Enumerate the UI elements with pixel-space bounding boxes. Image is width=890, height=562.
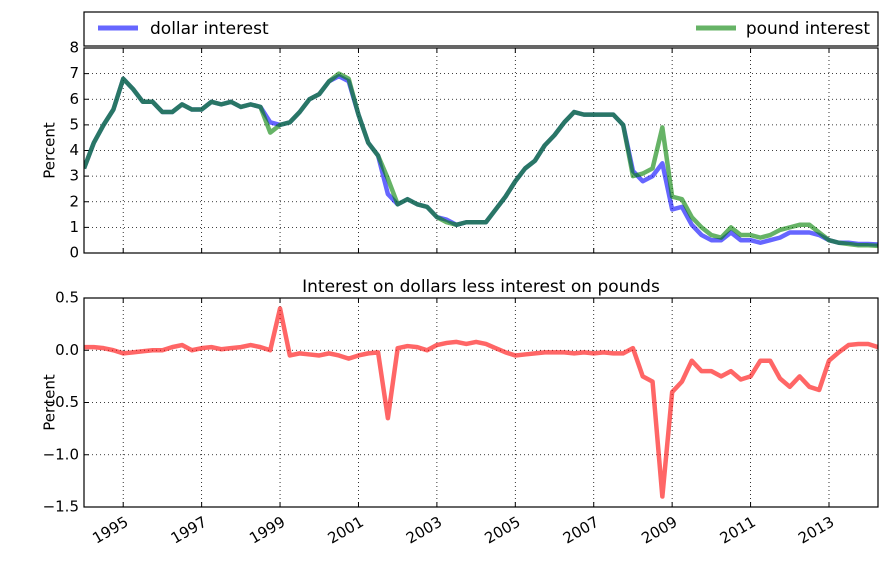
x-tick-label: 2007 [560, 513, 602, 548]
x-tick-label: 2011 [717, 513, 759, 548]
y-tick-label: 1 [69, 218, 79, 236]
x-tick-label: 1999 [246, 513, 288, 548]
y-axis-label: Percent [41, 374, 59, 431]
y-tick-label: 5 [69, 115, 79, 133]
y-tick-label: 2 [69, 192, 79, 210]
y-tick-label: 4 [69, 141, 79, 159]
y-tick-label: 6 [69, 90, 79, 108]
data-line [84, 71, 878, 249]
axes-frame [83, 297, 879, 508]
y-tick-label: 0.0 [55, 341, 79, 359]
axes-frame [83, 47, 879, 254]
x-tick-label: 2005 [481, 513, 523, 548]
y-tick-label: 8 [69, 39, 79, 57]
y-tick-label: 7 [69, 64, 79, 82]
data-line [84, 73, 878, 247]
legend-label: pound interest [746, 19, 870, 39]
data-line [84, 306, 878, 499]
x-tick-label: 2013 [795, 513, 837, 548]
x-tick-label: 2003 [403, 513, 445, 548]
x-tick-label: 1995 [89, 513, 131, 548]
y-tick-label: −1.5 [43, 498, 79, 516]
x-tick-label: 1997 [168, 513, 210, 548]
y-axis-label: Percent [41, 122, 59, 179]
chart-title: Interest on dollars less interest on pou… [302, 277, 660, 297]
legend-label: dollar interest [150, 19, 269, 39]
y-tick-label: 0.5 [55, 289, 79, 307]
x-tick-label: 2009 [638, 513, 680, 548]
y-tick-label: 0 [69, 244, 79, 262]
y-tick-label: 3 [69, 167, 79, 185]
y-tick-label: −0.5 [43, 393, 79, 411]
x-tick-label: 2001 [325, 513, 367, 548]
legend-box [83, 11, 879, 47]
y-tick-label: −1.0 [43, 445, 79, 463]
